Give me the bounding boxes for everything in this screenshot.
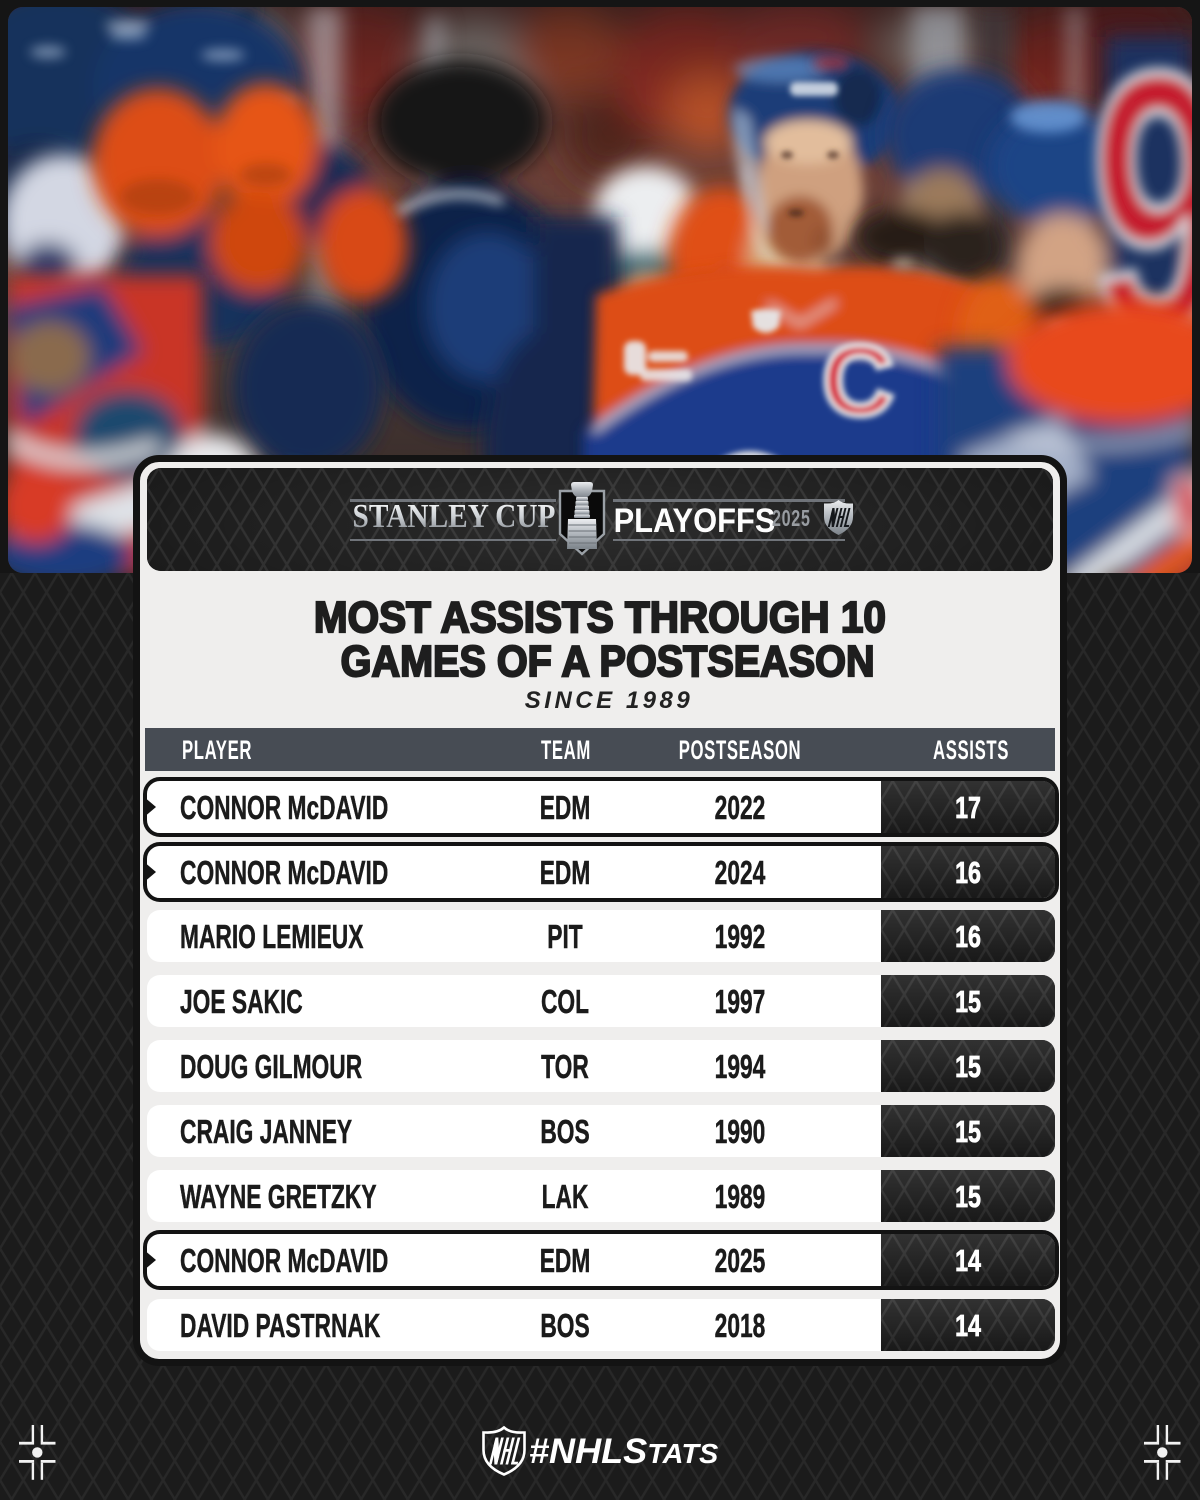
svg-text:C: C — [822, 325, 894, 437]
